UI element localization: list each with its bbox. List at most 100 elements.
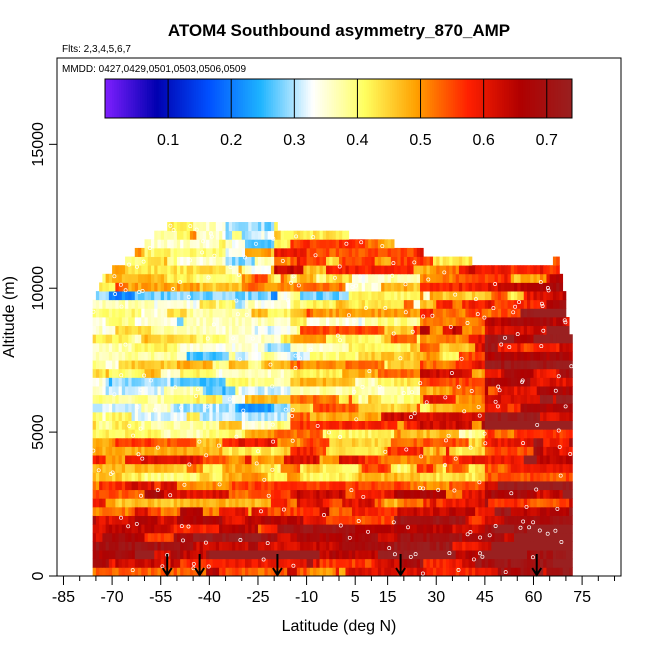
- heat-cell: [199, 411, 204, 421]
- heat-cell: [322, 481, 327, 491]
- heat-cell: [274, 472, 278, 482]
- heat-cell: [134, 498, 139, 508]
- heat-cell: [514, 524, 518, 534]
- heat-cell: [238, 437, 243, 447]
- heat-cell: [520, 368, 525, 378]
- heat-cell: [416, 446, 421, 456]
- heat-cell: [478, 377, 483, 387]
- heat-cell: [549, 411, 554, 421]
- heat-cell: [471, 291, 476, 301]
- heat-cell: [329, 308, 333, 318]
- heat-cell: [296, 515, 301, 525]
- heat-cell: [520, 403, 525, 413]
- heat-cell: [559, 317, 564, 327]
- heat-cell: [527, 386, 531, 396]
- heat-cell: [458, 394, 463, 404]
- heat-cell: [413, 524, 418, 534]
- heat-cell: [420, 386, 424, 396]
- heat-cell: [468, 351, 473, 361]
- heat-cell: [313, 489, 317, 499]
- heat-cell: [283, 515, 288, 525]
- heat-cell: [543, 360, 547, 370]
- heat-cell: [186, 532, 191, 542]
- heat-cell: [115, 282, 119, 292]
- heat-cell: [202, 342, 207, 352]
- heat-cell: [274, 282, 278, 292]
- heat-cell: [163, 481, 168, 491]
- heat-cell: [371, 299, 376, 309]
- heat-cell: [377, 515, 382, 525]
- heat-cell: [351, 481, 356, 491]
- heat-cell: [222, 368, 226, 378]
- heat-cell: [118, 455, 123, 465]
- heat-cell: [306, 506, 311, 516]
- heat-cell: [270, 558, 275, 568]
- heat-cell: [225, 386, 230, 396]
- heat-cell: [565, 334, 570, 344]
- heat-cell: [277, 437, 282, 447]
- heat-cell: [478, 299, 483, 309]
- heat-cell: [163, 360, 168, 370]
- heat-cell: [270, 532, 275, 542]
- heat-cell: [484, 446, 489, 456]
- heat-cell: [105, 489, 110, 499]
- heat-cell: [494, 541, 499, 551]
- heat-cell: [377, 455, 382, 465]
- heat-cell: [559, 325, 564, 335]
- heat-cell: [501, 506, 505, 516]
- heat-cell: [293, 489, 298, 499]
- heat-cell: [170, 550, 175, 560]
- heat-cell: [309, 506, 314, 516]
- heat-cell: [173, 567, 178, 576]
- heat-cell: [131, 317, 136, 327]
- heat-cell: [377, 351, 382, 361]
- heat-cell: [248, 308, 252, 318]
- heat-cell: [238, 368, 243, 378]
- heat-cell: [167, 506, 171, 516]
- heat-cell: [300, 386, 304, 396]
- heat-cell: [313, 446, 317, 456]
- heat-cell: [102, 498, 107, 508]
- heat-cell: [517, 299, 521, 309]
- heat-cell: [556, 472, 560, 482]
- heat-cell: [105, 567, 110, 576]
- heat-cell: [274, 308, 278, 318]
- heat-cell: [494, 489, 499, 499]
- heat-cell: [361, 506, 366, 516]
- heat-cell: [436, 498, 440, 508]
- heat-cell: [167, 299, 171, 309]
- heat-cell: [345, 368, 350, 378]
- heat-cell: [228, 481, 233, 491]
- heat-cell: [439, 334, 444, 344]
- heat-cell: [442, 317, 447, 327]
- heat-cell: [420, 550, 424, 560]
- heat-cell: [481, 463, 486, 473]
- heat-cell: [510, 506, 515, 516]
- heat-cell: [478, 498, 483, 508]
- heat-cell: [517, 446, 521, 456]
- heat-cell: [335, 472, 340, 482]
- heat-cell: [478, 489, 483, 499]
- heat-cell: [290, 524, 295, 534]
- heat-cell: [510, 325, 515, 335]
- heat-cell: [371, 481, 376, 491]
- heat-cell: [326, 360, 330, 370]
- heat-cell: [196, 472, 201, 482]
- heat-cell: [556, 515, 560, 525]
- heat-cell: [313, 420, 317, 430]
- heat-cell: [245, 420, 249, 430]
- heat-cell: [407, 532, 411, 542]
- heat-cell: [426, 481, 431, 491]
- heat-cell: [206, 455, 210, 465]
- heat-cell: [562, 506, 567, 516]
- heat-cell: [173, 334, 178, 344]
- heat-cell: [433, 515, 437, 525]
- heat-cell: [510, 567, 515, 576]
- heat-cell: [384, 411, 389, 421]
- heat-cell: [345, 472, 350, 482]
- heat-cell: [196, 489, 201, 499]
- heat-cell: [442, 498, 447, 508]
- heat-cell: [468, 325, 473, 335]
- heat-cell: [115, 351, 119, 361]
- heat-cell: [364, 351, 369, 361]
